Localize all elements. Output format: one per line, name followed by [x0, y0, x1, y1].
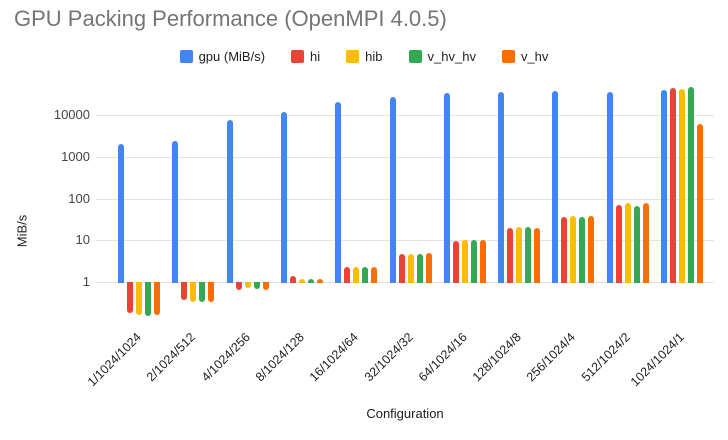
x-tick-label-32-1024-32: 32/1024/32: [361, 330, 416, 385]
legend-label: gpu (MiB/s): [198, 49, 266, 64]
bar-hi-512-1024-2[interactable]: [615, 204, 622, 283]
x-tick-label-64-1024-16: 64/1024/16: [415, 330, 470, 385]
bar-v-hv-256-1024-4[interactable]: [588, 215, 595, 283]
legend-swatch-icon: [179, 50, 193, 63]
bar-v-hv-hv-16-1024-64[interactable]: [362, 266, 369, 283]
y-tick-label: 10000: [53, 107, 90, 122]
bar-hib-16-1024-64[interactable]: [353, 266, 360, 283]
y-tick-label: 100: [68, 190, 90, 206]
legend-label: hib: [365, 49, 383, 64]
bar-hi-64-1024-16[interactable]: [452, 240, 459, 283]
bar-gpu-mib-s-8-1024-128[interactable]: [280, 112, 287, 283]
bar-v-hv-32-1024-32[interactable]: [425, 253, 432, 283]
bar-hib-32-1024-32[interactable]: [407, 254, 414, 283]
bar-hi-2-1024-512[interactable]: [181, 282, 188, 301]
legend-label: v_hv: [520, 49, 549, 64]
bar-v-hv-hv-32-1024-32[interactable]: [416, 253, 423, 283]
x-tick-label-16-1024-64: 16/1024/64: [306, 330, 362, 385]
bar-gpu-mib-s-4-1024-256[interactable]: [226, 120, 233, 283]
bar-hi-4-1024-256[interactable]: [235, 282, 242, 291]
y-tick-label: 1000: [61, 148, 90, 164]
bar-v-hv-512-1024-2[interactable]: [642, 203, 649, 283]
x-tick-label-512-1024-2: 512/1024/2: [578, 330, 633, 385]
legend-item-hib[interactable]: hib: [346, 49, 383, 64]
plot-area: 1 10 100 1000 10000 1/1024/1024 2/1024/512 4/10…: [54, 85, 714, 389]
legend-item-v-hv[interactable]: v_hv: [501, 49, 549, 64]
legend: gpu (MiB/s) hi hib v_hv_hv v_hv: [0, 49, 728, 64]
bar-hib-2-1024-512[interactable]: [190, 282, 197, 302]
bar-v-hv-hv-2-1024-512[interactable]: [199, 282, 206, 303]
gridline: [96, 198, 714, 200]
x-axis-title: Configuration: [366, 406, 444, 421]
bar-v-hv-hv-1-1024-1024[interactable]: [145, 282, 151, 317]
x-tick-label-1-1024-1024: 1/1024/1024: [84, 330, 144, 390]
x-tick-label-4-1024-256: 4/1024/256: [198, 330, 253, 385]
bar-hib-128-1024-8[interactable]: [516, 227, 523, 283]
bar-hib-64-1024-16[interactable]: [461, 240, 468, 283]
gridline: [96, 115, 714, 116]
bar-hi-8-1024-128[interactable]: [289, 275, 296, 283]
legend-swatch-icon: [408, 50, 422, 63]
bar-gpu-mib-s-1-1024-1024[interactable]: [118, 144, 124, 283]
bar-hi-128-1024-8[interactable]: [507, 228, 514, 283]
bar-gpu-mib-s-32-1024-32[interactable]: [389, 96, 396, 283]
bar-gpu-mib-s-128-1024-8[interactable]: [498, 91, 505, 283]
bar-gpu-mib-s-2-1024-512[interactable]: [172, 140, 179, 283]
x-tick-label-8-1024-128: 8/1024/128: [252, 330, 307, 385]
legend-label: v_hv_hv: [427, 49, 476, 64]
bar-hi-1024-1024-1[interactable]: [670, 87, 676, 283]
bar-v-hv-64-1024-16[interactable]: [479, 240, 486, 283]
gridline: [96, 156, 714, 158]
bar-hi-1-1024-1024[interactable]: [127, 282, 133, 314]
bar-v-hv-hv-64-1024-16[interactable]: [470, 240, 477, 283]
bar-gpu-mib-s-512-1024-2[interactable]: [606, 91, 613, 283]
bar-v-hv-hv-256-1024-4[interactable]: [579, 216, 586, 283]
bar-hib-512-1024-2[interactable]: [624, 203, 631, 283]
x-tick-label-1024-1024-1: 1024/1024/1: [627, 330, 687, 390]
bar-hi-256-1024-4[interactable]: [561, 217, 568, 283]
bar-v-hv-4-1024-256[interactable]: [262, 282, 269, 290]
bar-v-hv-hv-1024-1024-1[interactable]: [688, 86, 694, 283]
bar-gpu-mib-s-256-1024-4[interactable]: [552, 90, 559, 283]
bar-v-hv-hv-128-1024-8[interactable]: [525, 227, 532, 283]
bar-hi-16-1024-64[interactable]: [344, 266, 351, 283]
legend-swatch-icon: [291, 50, 305, 63]
bar-hib-4-1024-256[interactable]: [244, 282, 251, 288]
legend-item-hi[interactable]: hi: [291, 49, 320, 64]
y-axis-title: MiB/s: [14, 214, 30, 248]
bar-hib-256-1024-4[interactable]: [570, 216, 577, 283]
legend-item-gpu-mib-s[interactable]: gpu (MiB/s): [179, 49, 266, 64]
bar-v-hv-2-1024-512[interactable]: [208, 282, 215, 302]
y-tick-label: 1: [82, 274, 90, 289]
bar-gpu-mib-s-16-1024-64[interactable]: [335, 102, 342, 283]
bar-hib-1024-1024-1[interactable]: [679, 89, 685, 283]
legend-swatch-icon: [346, 50, 360, 63]
bar-v-hv-128-1024-8[interactable]: [534, 227, 541, 283]
bar-v-hv-hv-8-1024-128[interactable]: [307, 278, 314, 283]
bar-hib-8-1024-128[interactable]: [298, 278, 305, 283]
bar-v-hv-1-1024-1024[interactable]: [154, 282, 160, 315]
y-tick-label: 10: [75, 232, 90, 248]
chart-title: GPU Packing Performance (OpenMPI 4.0.5): [14, 6, 447, 31]
x-tick-label-128-1024-8: 128/1024/8: [469, 330, 525, 385]
legend-swatch-icon: [501, 50, 515, 63]
bar-v-hv-hv-512-1024-2[interactable]: [633, 206, 640, 283]
gridline: [96, 240, 714, 242]
bar-gpu-mib-s-1024-1024-1[interactable]: [661, 89, 667, 283]
x-tick-label-256-1024-4: 256/1024/4: [524, 330, 579, 385]
bar-v-hv-16-1024-64[interactable]: [371, 266, 378, 283]
gridline: [96, 282, 714, 283]
bar-v-hv-1024-1024-1[interactable]: [697, 123, 703, 283]
bar-v-hv-hv-4-1024-256[interactable]: [253, 282, 260, 289]
legend-label: hi: [310, 49, 321, 64]
bar-v-hv-8-1024-128[interactable]: [316, 278, 323, 283]
x-tick-label-2-1024-512: 2/1024/512: [144, 330, 199, 385]
bar-hi-32-1024-32[interactable]: [398, 253, 405, 283]
bar-gpu-mib-s-64-1024-16[interactable]: [443, 92, 450, 283]
bar-hib-1-1024-1024[interactable]: [136, 282, 142, 315]
legend-item-v-hv-hv[interactable]: v_hv_hv: [408, 49, 476, 64]
